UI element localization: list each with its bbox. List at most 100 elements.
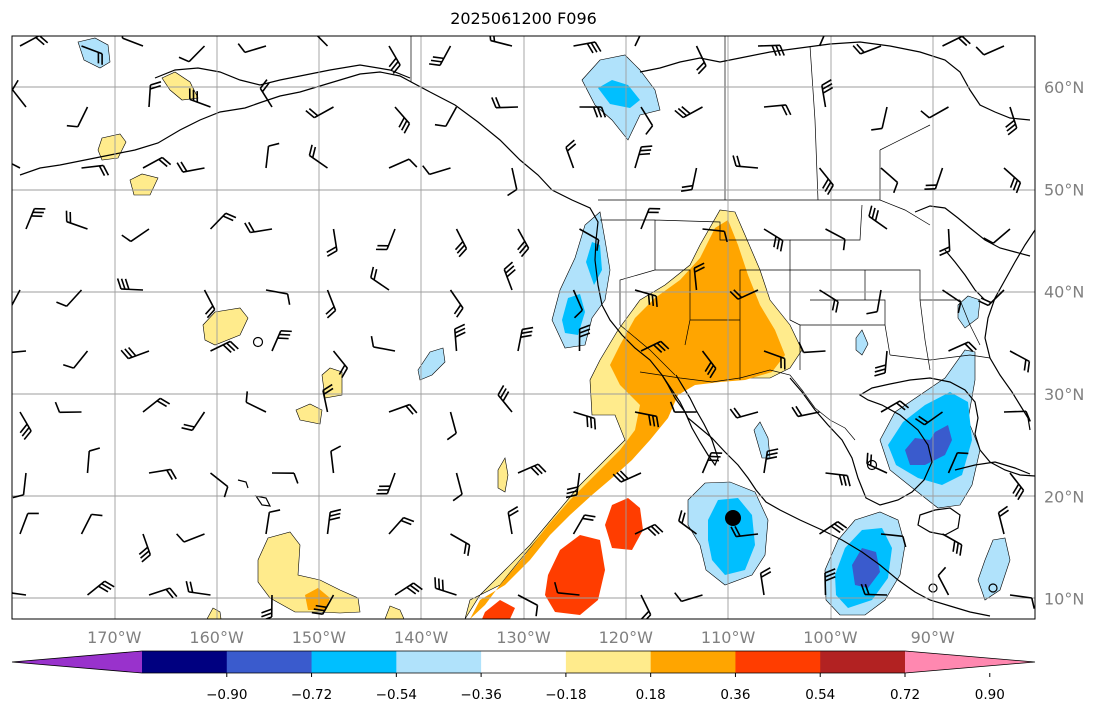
wind-barb <box>188 88 211 108</box>
wind-barb <box>454 228 468 258</box>
wind-barb <box>759 567 772 596</box>
border-alaska-canada <box>410 36 431 93</box>
wind-barb <box>860 583 888 596</box>
wind-barb <box>388 158 418 169</box>
border-states-central <box>790 204 991 371</box>
wind-barb <box>757 44 785 57</box>
lat-tick-label: 40°N <box>1044 283 1084 302</box>
wind-barb <box>138 533 152 563</box>
coastline-atlantic <box>984 229 1035 431</box>
wind-barb <box>674 592 703 603</box>
colorbar-bin <box>650 651 736 673</box>
wind-barb <box>449 289 464 318</box>
wind-barb <box>634 289 658 308</box>
coastline-aleutians <box>19 71 431 176</box>
wind-barb <box>271 472 299 484</box>
wind-barb <box>763 228 784 252</box>
negative-caribbean <box>977 537 1011 601</box>
storm-center-marker <box>725 510 741 526</box>
wind-barb <box>210 340 239 353</box>
wind-barb <box>579 228 600 251</box>
positive-patch-pacific1b <box>305 588 330 610</box>
negative-baja <box>753 421 771 459</box>
colorbar-tick-label: 0.18 <box>636 687 666 703</box>
wind-barb <box>948 341 977 352</box>
wind-barb <box>176 161 205 173</box>
lat-tick-label: 50°N <box>1044 180 1084 199</box>
wind-barb <box>669 401 697 413</box>
wind-barb <box>237 43 267 54</box>
positive-band-072c <box>482 600 515 619</box>
wind-barb <box>701 350 717 379</box>
wind-barb <box>185 580 211 596</box>
wind-barb <box>977 289 1005 307</box>
wind-barb <box>12 162 21 169</box>
wind-barb <box>305 106 334 119</box>
wind-barb <box>507 167 518 197</box>
wind-barb <box>517 594 539 617</box>
lon-tick-label: 140°W <box>394 628 449 647</box>
wind-barb <box>578 324 591 352</box>
lon-tick-label: 160°W <box>189 628 244 647</box>
coastline-cuba <box>954 461 1031 475</box>
wind-barb <box>763 350 786 370</box>
island-marker <box>988 583 998 593</box>
wind-barb <box>517 326 534 352</box>
border-us-mexico <box>639 369 856 441</box>
wind-barb <box>880 167 899 194</box>
wind-barb <box>265 142 280 169</box>
map-axes <box>11 35 1036 620</box>
wind-barb <box>729 289 759 300</box>
wind-barb <box>818 167 834 196</box>
wind-barb <box>142 397 171 413</box>
colorbar-bin <box>226 651 313 673</box>
lat-tick-label: 20°N <box>1044 487 1084 506</box>
border-states-west <box>600 219 801 380</box>
wind-barb <box>680 167 698 193</box>
wind-barb <box>178 45 206 63</box>
wind-barb <box>388 45 401 75</box>
lon-tick-label: 110°W <box>701 628 756 647</box>
wind-barb <box>394 106 411 134</box>
positive-band-072b <box>605 498 643 550</box>
wind-barb <box>142 156 172 169</box>
negative-ocean-small <box>417 347 446 381</box>
wind-barb <box>332 350 349 378</box>
wind-barb <box>376 472 396 495</box>
wind-barb <box>763 448 779 474</box>
negative-pacific-nw-inner2 <box>586 242 602 285</box>
wind-barbs-layer <box>12 36 1035 619</box>
wind-barb <box>763 104 792 116</box>
wind-barb <box>81 164 110 177</box>
border-canada-prov3 <box>879 124 931 200</box>
colorbar-tick-label: 0.36 <box>720 687 750 703</box>
colorbar-bin <box>396 651 482 673</box>
colorbar-bin <box>142 651 228 673</box>
wind-barb <box>924 167 944 191</box>
wind-barb <box>12 350 27 354</box>
wind-barb <box>824 568 836 596</box>
island-marker <box>252 336 264 348</box>
wind-barb <box>148 468 177 480</box>
wind-barb <box>579 106 607 118</box>
wind-barb <box>507 506 519 535</box>
colorbar-extend-low <box>12 651 142 673</box>
wind-barb <box>19 411 32 441</box>
positive-patch-pacific5 <box>497 457 509 493</box>
wind-barb <box>422 165 451 176</box>
negative-plains <box>855 329 869 356</box>
wind-barb <box>1009 350 1031 373</box>
wind-barb <box>819 289 839 313</box>
lon-tick-label: 130°W <box>496 628 551 647</box>
island-marker <box>866 459 878 471</box>
colorbar-tick-label: 0.54 <box>805 687 835 703</box>
wind-barb <box>975 45 1005 56</box>
wind-barb <box>210 472 229 498</box>
wind-barb <box>939 228 951 257</box>
border-canada-prov2 <box>809 45 819 201</box>
wind-barb <box>503 261 516 291</box>
wind-barb <box>429 45 452 67</box>
wind-barb <box>450 533 471 556</box>
wind-barb <box>25 207 46 230</box>
